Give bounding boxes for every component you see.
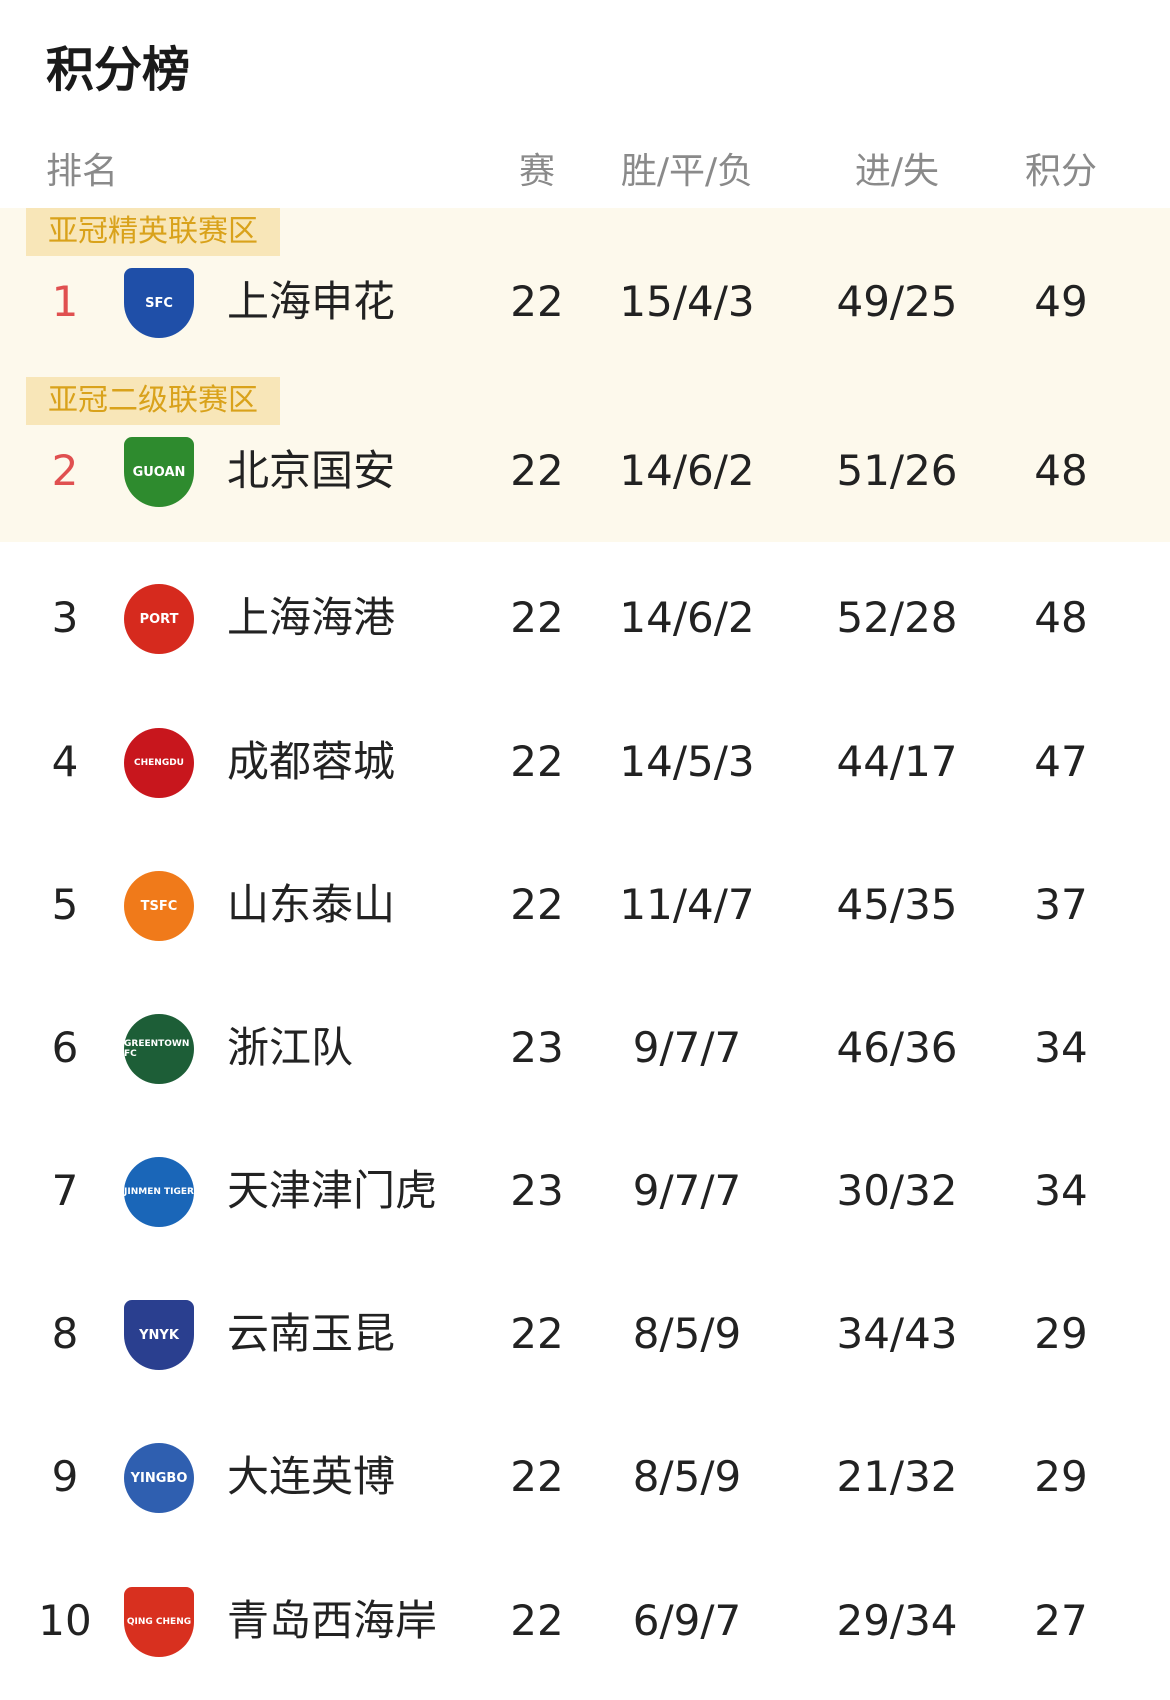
wdl: 14/6/2 [619,446,755,495]
wdl: 14/6/2 [619,593,755,642]
played: 22 [510,880,564,929]
team-logo-icon: CHENGDU [124,728,194,798]
goals: 52/28 [836,593,958,642]
goals: 44/17 [836,737,958,786]
header-points: 积分 [1024,151,1098,192]
page-title: 积分榜 [46,42,191,98]
goals: 46/36 [836,1023,958,1072]
zone-tag-elite: 亚冠精英联赛区 [26,208,280,256]
table-row[interactable]: 1 SFC 上海申花 22 15/4/3 49/25 49 [0,262,1170,342]
played: 22 [510,1452,564,1501]
wdl: 11/4/7 [619,880,755,929]
team-name[interactable]: 大连英博 [227,1452,396,1501]
table-row[interactable]: 5 TSFC 山东泰山 22 11/4/7 45/35 37 [0,865,1170,945]
played: 22 [510,1596,564,1645]
rank: 6 [51,1023,79,1072]
rank: 3 [51,593,79,642]
team-logo-icon: SFC [124,268,194,338]
goals: 21/32 [836,1452,958,1501]
points: 27 [1034,1596,1088,1645]
zone-tag-two: 亚冠二级联赛区 [26,377,280,425]
team-name[interactable]: 青岛西海岸 [227,1596,438,1645]
played: 22 [510,593,564,642]
goals: 29/34 [836,1596,958,1645]
table-row[interactable]: 4 CHENGDU 成都蓉城 22 14/5/3 44/17 47 [0,722,1170,802]
rank: 4 [51,737,79,786]
goals: 45/35 [836,880,958,929]
played: 23 [510,1023,564,1072]
logo-text: QING CHENG [126,1617,192,1627]
team-logo-icon: QING CHENG [124,1587,194,1657]
played: 22 [510,446,564,495]
wdl: 9/7/7 [632,1166,742,1215]
logo-text: PORT [139,611,179,627]
team-logo-icon: YNYK [124,1300,194,1370]
header-played: 赛 [518,151,556,192]
points: 47 [1034,737,1088,786]
continental-zone-band [0,208,1170,542]
wdl: 6/9/7 [632,1596,742,1645]
goals: 34/43 [836,1309,958,1358]
wdl: 9/7/7 [632,1023,742,1072]
played: 23 [510,1166,564,1215]
logo-text: SFC [145,295,173,311]
header-wdl: 胜/平/负 [620,151,754,192]
goals: 30/32 [836,1166,958,1215]
logo-text: TSFC [140,898,178,914]
wdl: 15/4/3 [619,277,755,326]
logo-text: JINMEN TIGER [124,1187,194,1197]
team-logo-icon: GREENTOWN FC [124,1014,194,1084]
logo-text: YINGBO [130,1470,188,1486]
header-goals: 进/失 [854,151,940,192]
header-rank: 排名 [46,151,119,192]
points: 34 [1034,1023,1088,1072]
points: 29 [1034,1452,1088,1501]
played: 22 [510,277,564,326]
table-row[interactable]: 7 JINMEN TIGER 天津津门虎 23 9/7/7 30/32 34 [0,1151,1170,1231]
played: 22 [510,737,564,786]
points: 37 [1034,880,1088,929]
goals: 49/25 [836,277,958,326]
team-logo-icon: TSFC [124,871,194,941]
team-name[interactable]: 上海申花 [227,277,396,326]
table-row[interactable]: 8 YNYK 云南玉昆 22 8/5/9 34/43 29 [0,1294,1170,1374]
logo-text: GUOAN [132,464,186,480]
points: 48 [1034,446,1088,495]
rank: 10 [38,1596,92,1645]
rank: 5 [51,880,79,929]
team-name[interactable]: 天津津门虎 [227,1166,438,1215]
points: 34 [1034,1166,1088,1215]
rank: 1 [51,277,79,326]
goals: 51/26 [836,446,958,495]
team-logo-icon: PORT [124,584,194,654]
points: 49 [1034,277,1088,326]
wdl: 8/5/9 [632,1309,742,1358]
wdl: 8/5/9 [632,1452,742,1501]
table-row[interactable]: 3 PORT 上海海港 22 14/6/2 52/28 48 [0,578,1170,658]
points: 48 [1034,593,1088,642]
team-name[interactable]: 北京国安 [227,446,396,495]
rank: 9 [51,1452,79,1501]
rank: 2 [51,446,79,495]
team-logo-icon: YINGBO [124,1443,194,1513]
table-row[interactable]: 6 GREENTOWN FC 浙江队 23 9/7/7 46/36 34 [0,1008,1170,1088]
wdl: 14/5/3 [619,737,755,786]
logo-text: GREENTOWN FC [124,1039,190,1059]
team-logo-icon: JINMEN TIGER [124,1157,194,1227]
table-row[interactable]: 2 GUOAN 北京国安 22 14/6/2 51/26 48 [0,431,1170,511]
team-name[interactable]: 山东泰山 [227,880,396,929]
points: 29 [1034,1309,1088,1358]
rank: 7 [51,1166,79,1215]
team-name[interactable]: 上海海港 [227,593,396,642]
team-name[interactable]: 云南玉昆 [227,1309,396,1358]
table-row[interactable]: 9 YINGBO 大连英博 22 8/5/9 21/32 29 [0,1437,1170,1517]
logo-text: YNYK [139,1327,179,1343]
team-logo-icon: GUOAN [124,437,194,507]
team-name[interactable]: 成都蓉城 [227,737,396,786]
played: 22 [510,1309,564,1358]
team-name[interactable]: 浙江队 [227,1023,354,1072]
logo-text: CHENGDU [134,758,184,768]
rank: 8 [51,1309,79,1358]
table-row[interactable]: 10 QING CHENG 青岛西海岸 22 6/9/7 29/34 27 [0,1581,1170,1661]
